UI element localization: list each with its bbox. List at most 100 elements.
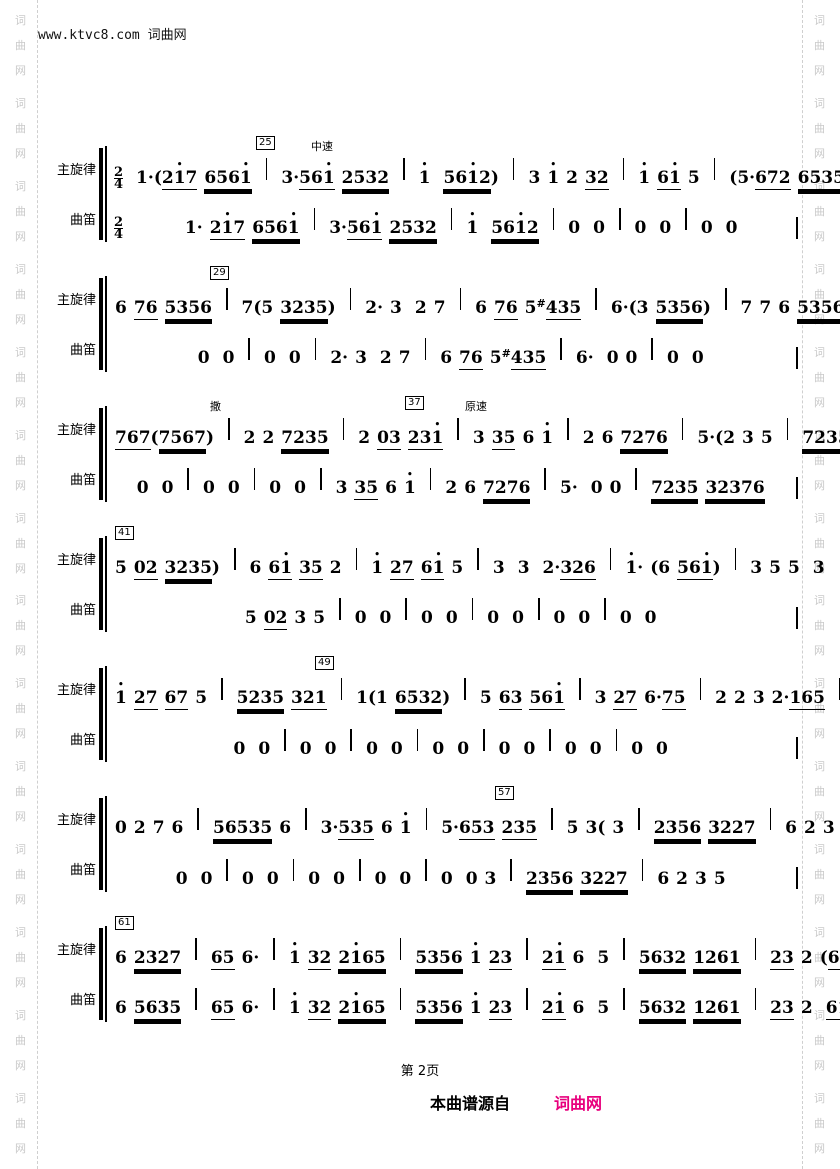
note-head: 7 (766, 168, 779, 188)
watermark-char: 词 (15, 843, 26, 857)
note-head: 0 (269, 478, 282, 498)
watermark-char: 曲 (814, 204, 825, 218)
watermark-char: 网 (814, 146, 825, 160)
barline (225, 288, 228, 310)
system-brace (99, 666, 109, 762)
note-group: 2 (415, 298, 427, 319)
barline-final (796, 737, 798, 759)
note-head: 5 (813, 688, 825, 708)
note-head: 6 (224, 818, 237, 838)
note-head: 1 (136, 168, 148, 188)
note-head: 7 (145, 688, 158, 708)
note-head-high: 1• (469, 940, 482, 969)
staff-flute: 0 0 0 0 0 0 3 35 6 1 • 2 6 7276 5· 0 0 7235 32376 (112, 458, 798, 502)
note-head: 3 (484, 869, 497, 889)
note-group: 2 (566, 168, 578, 189)
measure-number: 29 (210, 266, 229, 280)
note-head: 0 (578, 608, 591, 628)
note-head: 1 (693, 998, 706, 1018)
note-group: 23 (488, 998, 513, 1020)
note-group: 5 (567, 818, 579, 839)
watermark-char: 词 (15, 345, 26, 359)
note-group: 1 • (419, 161, 431, 189)
note-head: 0 (115, 818, 127, 838)
note-head: 3 (665, 818, 678, 838)
note-group: 6 (522, 428, 534, 449)
octave-dot-icon: • (703, 550, 710, 560)
measure-number: 61 (115, 916, 134, 930)
barline (197, 808, 199, 830)
barline (651, 338, 653, 360)
note-head: 3 (164, 558, 177, 578)
note-head: 0 (333, 869, 345, 889)
note-group: 61• (657, 160, 681, 190)
note-group: 21 • (541, 941, 566, 970)
duration-dot: · (749, 168, 756, 188)
note-group: 5 (115, 558, 127, 579)
note-head-high: 1• (668, 160, 681, 189)
melody-measures: 57 0 2 7 6 56535 6 3·535 6 1 • 5·653 235 5 3(3 2356 3227… (115, 786, 840, 840)
note-group: 2 (801, 948, 813, 969)
note-head-high: 1• (431, 420, 444, 449)
note-group: 56535 (213, 818, 272, 839)
staff-melody: 41 5 02 3235) 6 61 • 35 2 1 • 27 61 • 5 3 3 2·326 1 • · (6 561… (112, 526, 825, 582)
note-group: 0 (300, 739, 312, 760)
note-head: 5 (797, 298, 809, 318)
watermark-char: 曲 (15, 1034, 26, 1048)
octave-dot-icon: • (470, 160, 476, 170)
note-group: 7 (759, 298, 771, 319)
note-head: 2 (662, 478, 675, 498)
note-group: 76 (133, 298, 158, 320)
note-head: 5 (441, 818, 454, 838)
note-group: 1 • (289, 941, 301, 969)
note-head: 2 (632, 428, 645, 448)
note-head: 0 (242, 869, 254, 889)
note-head: 7 (644, 428, 656, 448)
note-group: 1 • (404, 471, 416, 499)
barline (635, 468, 638, 490)
barline (769, 808, 772, 830)
barline (560, 338, 562, 360)
note-group: 21 • 7 (209, 211, 246, 240)
note-group: 61• (420, 551, 445, 580)
note-head: 5 (687, 168, 700, 188)
part-label-flute: 曲笛 (69, 603, 96, 618)
note-head: 5 (524, 298, 537, 318)
note-head: 2 (572, 558, 584, 578)
barline (292, 859, 295, 881)
note-head: 3 (594, 688, 607, 708)
note-head: 2 (292, 298, 304, 318)
note-head: 6 (584, 558, 596, 578)
note-head: 7 (401, 558, 414, 578)
part-label-flute: 曲笛 (69, 863, 96, 878)
note-group: 6 (785, 818, 797, 839)
note-head: 5 (534, 348, 547, 368)
barline (284, 729, 286, 751)
note-head: 6 (644, 688, 656, 708)
note-head: 0 (656, 739, 668, 759)
octave-dot-icon: • (435, 550, 442, 560)
note-head: 3 (612, 818, 625, 838)
note-group: 3 (753, 688, 765, 709)
note-group: 3 (390, 298, 402, 319)
part-label-flute: 曲笛 (69, 993, 96, 1008)
note-group: 3 (493, 558, 505, 579)
note-head: 2 (319, 998, 332, 1018)
octave-dot-icon: • (421, 160, 428, 170)
note-head: 6 (145, 998, 158, 1018)
note-head: 7 (152, 818, 165, 838)
note-head: 6 (268, 558, 281, 578)
note-head: 5 (549, 869, 562, 889)
system-brace (99, 536, 109, 632)
note-head-high: 1• (350, 940, 363, 969)
watermark-char: 曲 (15, 287, 26, 301)
watermark-char: 曲 (15, 204, 26, 218)
note-head: 5 (362, 818, 374, 838)
note-head: 5 (406, 688, 419, 708)
watermark-char: 曲 (15, 868, 26, 882)
note-head: 0 (374, 869, 387, 889)
note-head: 3 (826, 428, 838, 448)
note-head: 2 (653, 818, 666, 838)
note-head: 2 (338, 948, 351, 968)
note-group: 6 (385, 478, 397, 499)
